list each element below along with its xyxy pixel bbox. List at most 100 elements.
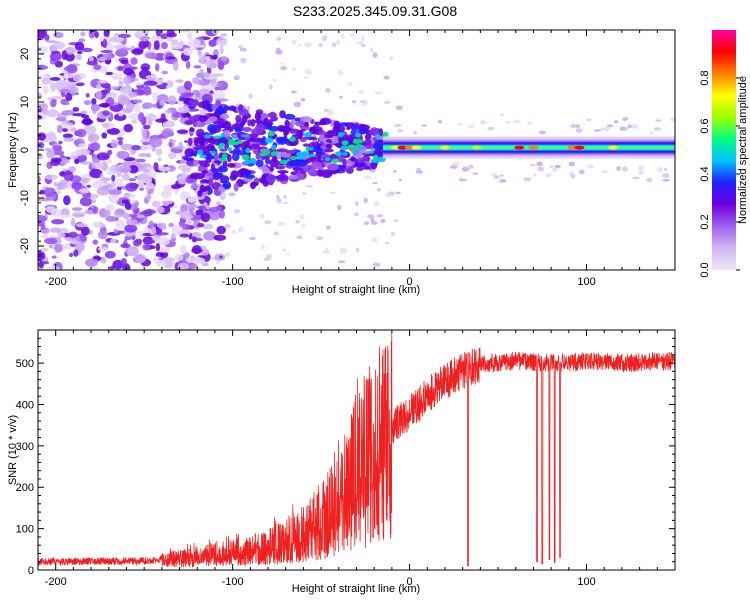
spectrogram-cell	[300, 97, 306, 102]
spectrogram-cell	[348, 81, 353, 86]
spectrogram-cell	[140, 143, 152, 151]
spectrogram-cell	[208, 116, 218, 122]
spectrogram-cell	[115, 219, 126, 229]
spectrogram-cell	[62, 168, 68, 172]
spectrogram-cell	[364, 176, 372, 180]
spectrogram-cell	[205, 59, 219, 69]
spectrogram-cell	[160, 113, 166, 123]
spectrogram-cell	[261, 244, 265, 250]
spectrogram-cell	[64, 46, 76, 55]
spectrogram-cell	[219, 209, 226, 219]
spectrogram-cell	[117, 139, 123, 146]
spectrogram-cell	[97, 80, 109, 84]
spectrogram-cell	[45, 109, 60, 118]
spectrogram-cell	[284, 119, 290, 129]
spectrogram-cell	[269, 84, 273, 90]
spectrogram-cell	[372, 142, 385, 151]
carrier-hot-spot	[404, 145, 415, 150]
spectrogram-cell	[240, 57, 247, 64]
spectrogram-cell	[291, 67, 297, 71]
spectrogram-cell	[352, 150, 358, 156]
spectrogram-cell	[265, 157, 271, 165]
spectrogram-cell	[72, 107, 80, 112]
spectrogram-cell	[45, 174, 58, 181]
snr-x-tick-label: 0	[407, 576, 413, 588]
spectrogram-cell	[182, 112, 191, 118]
spectrogram-cell	[158, 236, 170, 246]
spectrogram-cell	[255, 152, 261, 160]
spectrogram-cell	[52, 144, 63, 152]
spectrogram-cell	[239, 47, 247, 52]
colorbar-gradient	[712, 30, 736, 270]
spectrogram-cell	[623, 126, 629, 131]
colorbar: 0.0 0.2 0.4 0.6 0.8 Normalized spectral ampl…	[699, 30, 749, 278]
spectrogram-cell	[241, 154, 250, 161]
spectrogram-cell	[204, 159, 212, 164]
spectrogram-cell	[240, 134, 249, 138]
spectrogram-cell	[71, 207, 83, 211]
spectrogram-x-label: Height of straight line (km)	[292, 284, 420, 296]
spectrogram-cell	[570, 173, 576, 179]
spectrogram-cell	[549, 165, 554, 168]
spectrogram-cell	[499, 113, 504, 117]
spectrogram-cell	[250, 143, 261, 150]
spectrogram-cell	[218, 255, 224, 259]
spectrogram-cell	[197, 50, 203, 56]
spectrogram-x-tick-label: 0	[407, 276, 413, 288]
spectrogram-cell	[40, 234, 49, 239]
spectrogram-cell	[188, 264, 198, 269]
spectrogram-cell	[118, 113, 124, 117]
spectrogram-cell	[186, 221, 193, 224]
spectrogram-cell	[499, 179, 507, 183]
spectrogram-cell	[499, 174, 504, 177]
spectrogram-cell	[91, 162, 106, 169]
spectrogram-cell	[218, 142, 226, 148]
spectrogram-cell	[370, 161, 378, 170]
spectrogram-cell	[101, 102, 110, 108]
spectrogram-cell	[156, 206, 165, 214]
spectrogram-cell	[184, 178, 197, 183]
spectrogram-cell	[180, 92, 194, 99]
spectrogram-cell	[186, 108, 200, 112]
spectrogram-cell	[57, 232, 66, 239]
spectrogram-cell	[69, 252, 74, 258]
spectrogram-cell	[148, 137, 163, 148]
spectrogram-cell	[227, 140, 237, 146]
spectrogram-cell	[575, 128, 583, 133]
spectrogram-cell	[248, 93, 253, 99]
spectrogram-cell	[199, 68, 204, 75]
spectrogram-cell	[184, 120, 194, 125]
spectrogram-y-tick-label: -20	[19, 238, 31, 254]
spectrogram-cell	[120, 59, 129, 65]
carrier-hot-spot	[574, 145, 585, 150]
spectrogram-cell	[192, 76, 201, 85]
spectrogram-cell	[100, 82, 111, 89]
spectrogram-cell	[545, 173, 552, 178]
spectrogram-cell	[468, 164, 474, 169]
spectrogram-cell	[180, 211, 192, 215]
spectrogram-cell	[38, 45, 49, 55]
spectrogram-cell	[279, 110, 286, 119]
spectrogram-cell	[97, 247, 110, 251]
spectrogram-cell	[266, 174, 277, 183]
spectrogram-cell	[125, 246, 139, 257]
spectrogram-cell	[215, 106, 225, 114]
spectrogram-cell	[102, 110, 110, 116]
spectrogram-cell	[622, 117, 629, 122]
spectrogram-cell	[106, 127, 120, 135]
spectrogram-cell	[91, 199, 97, 204]
spectrogram-cell	[193, 159, 199, 167]
spectrogram-cell	[529, 163, 536, 167]
spectrogram-cell	[76, 50, 83, 55]
spectrogram-cell	[198, 115, 208, 123]
spectrogram-cell	[187, 204, 199, 209]
spectrogram-cell	[165, 56, 176, 60]
spectrogram-cell	[594, 129, 602, 132]
spectrogram-cell	[144, 52, 158, 59]
spectrogram-cell	[264, 119, 274, 123]
spectrogram-cell	[143, 85, 152, 96]
spectrogram-cell	[354, 201, 359, 207]
spectrogram-cell	[395, 105, 404, 111]
spectrogram-cell	[523, 177, 532, 182]
